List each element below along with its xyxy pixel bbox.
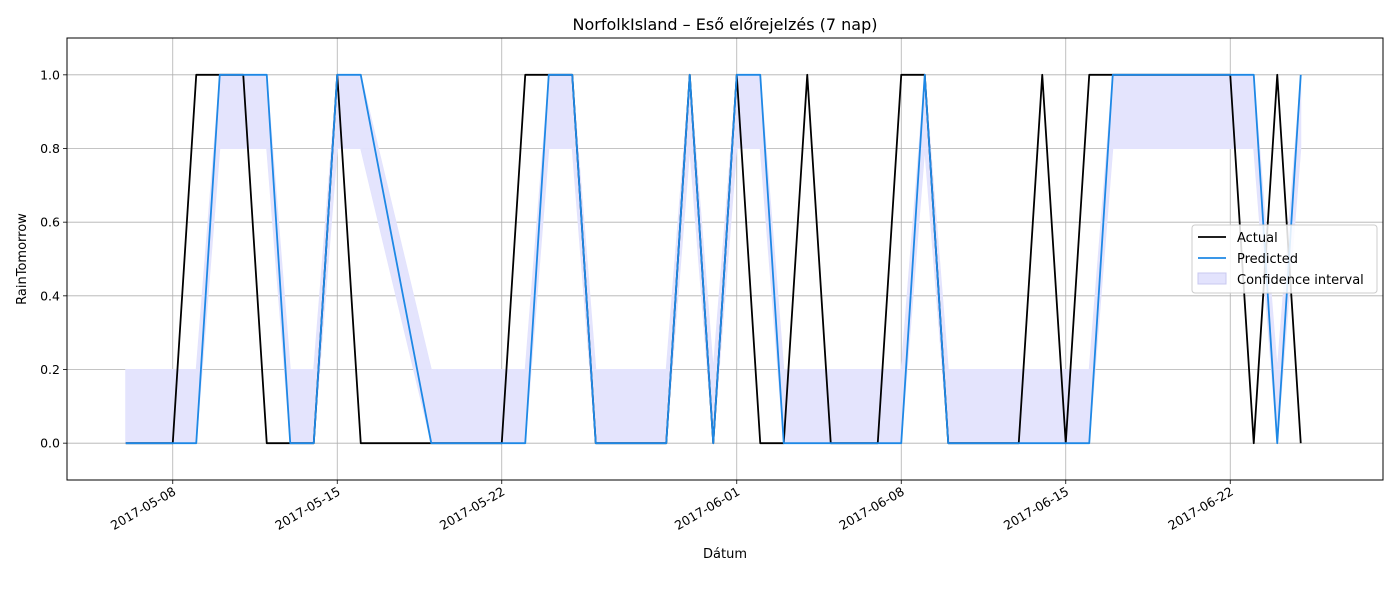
chart-title: NorfolkIsland – Eső előrejelzés (7 nap) bbox=[573, 15, 878, 34]
y-axis-label: RainTomorrow bbox=[15, 213, 30, 305]
y-tick-label: 0.8 bbox=[40, 141, 60, 156]
y-tick-label: 0.0 bbox=[40, 436, 60, 451]
x-tick-label: 2017-05-15 bbox=[272, 484, 342, 533]
confidence-band-layer bbox=[125, 74, 1302, 444]
x-tick-label: 2017-06-15 bbox=[1001, 484, 1071, 533]
confidence-interval-band bbox=[125, 74, 1302, 444]
legend: Actual Predicted Confidence interval bbox=[1191, 224, 1378, 294]
series-line-predicted bbox=[125, 73, 1302, 445]
x-tick-label: 2017-06-22 bbox=[1165, 484, 1235, 533]
legend-swatch-confidence-interval bbox=[1197, 272, 1227, 285]
x-axis-ticks: 2017-05-08 2017-05-15 2017-05-22 2017-06-01… bbox=[108, 480, 1236, 533]
legend-label-confidence-interval: Confidence interval bbox=[1237, 273, 1364, 288]
legend-label-predicted: Predicted bbox=[1237, 252, 1298, 267]
legend-label-actual: Actual bbox=[1237, 231, 1278, 246]
x-tick-label: 2017-06-08 bbox=[836, 484, 906, 533]
x-tick-label: 2017-05-22 bbox=[437, 484, 507, 533]
y-tick-label: 0.2 bbox=[40, 362, 60, 377]
plot-frame bbox=[66, 37, 1384, 481]
y-tick-label: 0.4 bbox=[40, 288, 60, 303]
series-layer bbox=[125, 73, 1302, 445]
legend-frame bbox=[1191, 224, 1378, 294]
y-tick-label: 1.0 bbox=[40, 67, 60, 82]
x-tick-label: 2017-06-01 bbox=[672, 484, 742, 533]
x-tick-label: 2017-05-08 bbox=[108, 484, 178, 533]
y-axis-ticks: 0.0 0.2 0.4 0.6 0.8 1.0 bbox=[40, 67, 67, 451]
y-tick-label: 0.6 bbox=[40, 215, 60, 230]
x-axis-label: Dátum bbox=[703, 547, 747, 562]
